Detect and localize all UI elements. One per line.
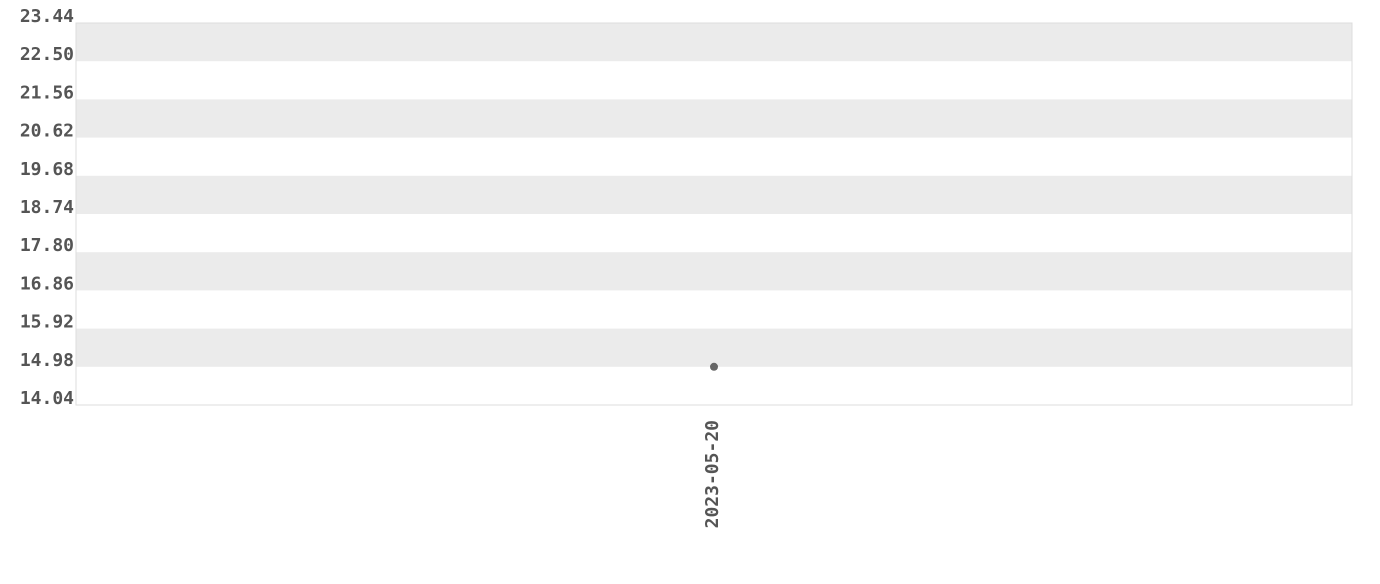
grid-bands <box>76 23 1352 367</box>
y-tick-label: 23.44 <box>20 6 74 27</box>
grid-band <box>76 99 1352 138</box>
y-tick-label: 18.74 <box>20 197 74 218</box>
y-tick-label: 14.98 <box>20 350 74 371</box>
y-tick-label: 21.56 <box>20 82 74 103</box>
y-tick-label: 19.68 <box>20 159 74 180</box>
y-axis: 23.44 22.50 21.56 20.62 19.68 18.74 17.80 16.86… <box>20 6 74 409</box>
plot-border <box>75 22 1353 406</box>
y-tick-label: 15.92 <box>20 312 74 333</box>
grid-band <box>76 328 1352 367</box>
x-axis: 2023-05-20 <box>702 420 723 528</box>
y-tick-label: 17.80 <box>20 235 74 256</box>
y-tick-label: 14.04 <box>20 388 74 409</box>
data-point <box>710 362 718 371</box>
grid-band <box>76 252 1352 291</box>
data-points <box>710 362 718 371</box>
y-tick-label: 22.50 <box>20 44 74 65</box>
y-tick-label: 20.62 <box>20 121 74 142</box>
x-tick-label: 2023-05-20 <box>702 420 723 528</box>
grid-band <box>76 175 1352 214</box>
y-tick-label: 16.86 <box>20 273 74 294</box>
grid-band <box>76 23 1352 62</box>
